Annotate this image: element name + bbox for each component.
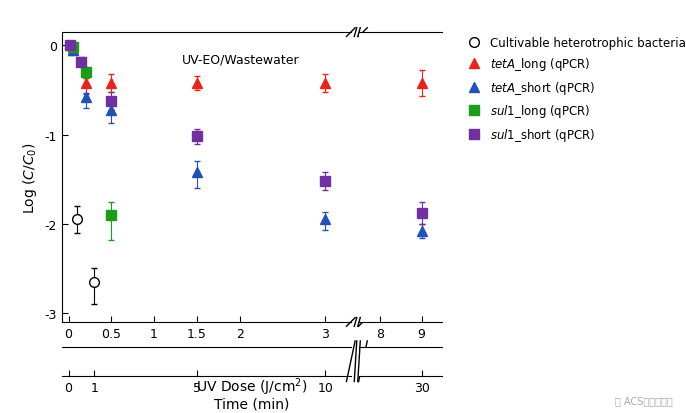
Text: UV-EO/Wastewater: UV-EO/Wastewater <box>182 53 300 66</box>
Text: Ⓒ ACS美国化学会: Ⓒ ACS美国化学会 <box>615 395 672 405</box>
Legend: Cultivable heterotrophic bacteria, $tetA$_long (qPCR), $tetA$_short (qPCR), $sul: Cultivable heterotrophic bacteria, $tetA… <box>462 37 686 144</box>
Y-axis label: Log ($C$/$C_0$): Log ($C$/$C_0$) <box>21 142 39 214</box>
Text: UV Dose (J/cm$^2$): UV Dose (J/cm$^2$) <box>196 376 308 397</box>
Text: Time (min): Time (min) <box>215 396 289 411</box>
